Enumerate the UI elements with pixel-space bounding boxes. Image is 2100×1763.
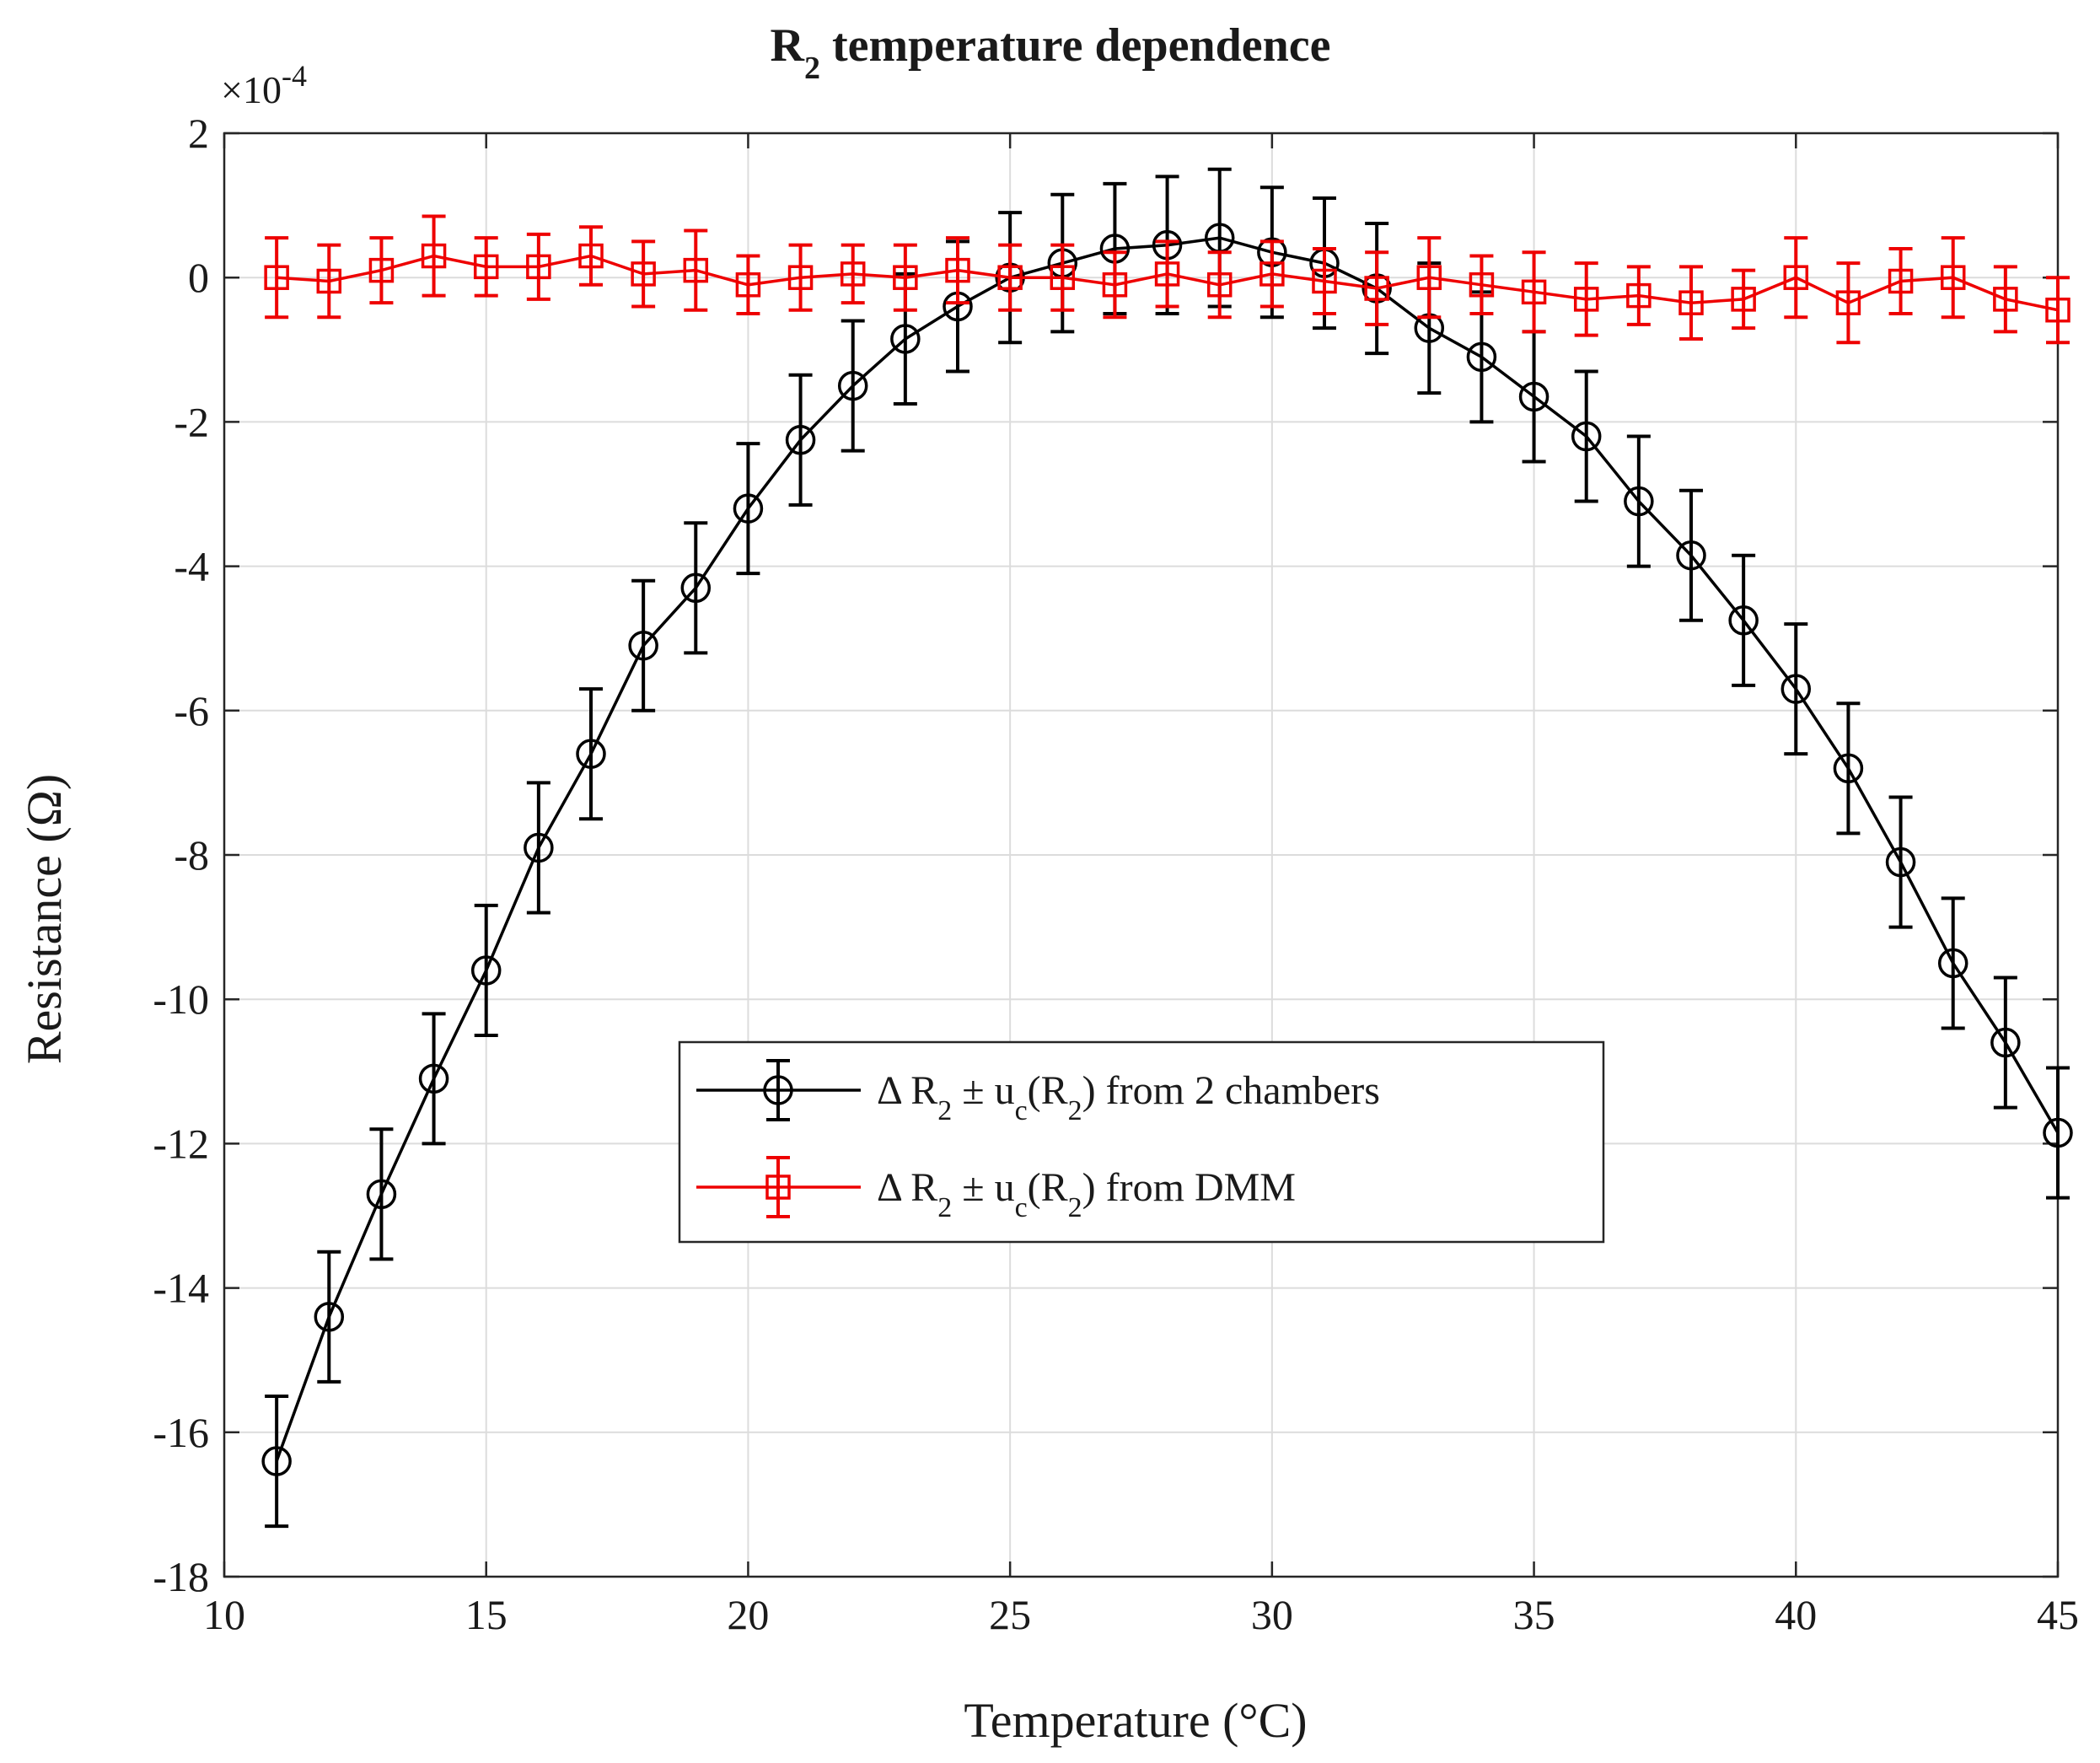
y-tick-label: -16 — [153, 1409, 209, 1456]
chart-title: R2 temperature dependence — [771, 19, 1331, 86]
x-tick-label: 35 — [1513, 1591, 1555, 1638]
data-point-square — [631, 261, 656, 287]
data-point-square — [1050, 265, 1076, 290]
data-point-circle — [366, 1179, 397, 1210]
data-point-circle — [680, 572, 712, 604]
data-point-square — [473, 254, 499, 280]
data-point-circle — [524, 832, 554, 863]
y-axis-label: Resistance (Ω) — [17, 774, 72, 1064]
data-point-square — [316, 268, 342, 294]
data-point-square — [997, 265, 1023, 290]
y-tick-label: 0 — [188, 254, 209, 301]
x-tick-label: 10 — [203, 1591, 245, 1638]
series-black-circles — [261, 167, 2073, 1529]
x-tick-label: 45 — [2037, 1591, 2079, 1638]
data-point-square — [264, 265, 289, 290]
y-tick-label: -6 — [174, 687, 209, 734]
data-point-circle — [470, 955, 502, 986]
legend-marker-circle — [763, 1075, 793, 1105]
y-axis-multiplier: ×10-4 — [221, 59, 307, 111]
data-point-circle — [1676, 540, 1706, 571]
data-point-circle — [733, 493, 764, 524]
axis-ticks: 10 15 20 25 30 35 40 4520-2-4-6-8-10-12-14-16-1… — [153, 110, 2079, 1638]
y-tick-label: -4 — [174, 543, 209, 590]
data-point-square — [1573, 287, 1599, 312]
data-point-circle — [1728, 605, 1759, 636]
data-point-circle — [837, 370, 868, 401]
data-point-square — [421, 243, 447, 269]
data-point-square — [1783, 265, 1809, 290]
y-tick-label: -14 — [153, 1265, 209, 1312]
legend-entry-black-series: Δ R2 ± uc(R2) from 2 chambers — [696, 1059, 1380, 1126]
x-tick-label: 25 — [989, 1591, 1031, 1638]
data-point-square — [368, 257, 395, 283]
data-point-square — [1312, 268, 1337, 294]
data-point-square — [1206, 272, 1233, 298]
data-point-circle — [1885, 847, 1916, 878]
data-point-circle — [261, 1446, 292, 1476]
legend-marker-square — [765, 1174, 791, 1200]
data-point-square — [1731, 287, 1756, 312]
x-axis-label: Temperature (°C) — [964, 1693, 1307, 1748]
data-point-square — [1102, 272, 1128, 298]
data-point-circle — [1466, 341, 1497, 373]
data-point-circle — [2043, 1117, 2073, 1148]
legend-entry-red-series: Δ R2 ± uc(R2) from DMM — [696, 1156, 1296, 1223]
x-tick-label: 20 — [727, 1591, 769, 1638]
data-point-circle — [418, 1063, 449, 1094]
x-tick-label: 15 — [465, 1591, 508, 1638]
data-point-square — [945, 257, 970, 283]
data-point-circle — [1990, 1027, 2021, 1058]
data-point-square — [1678, 290, 1704, 315]
legend-label-red: Δ R2 ± uc(R2) from DMM — [877, 1165, 1296, 1223]
x-tick-label: 40 — [1775, 1591, 1817, 1638]
data-point-square — [578, 243, 604, 269]
data-point-square — [2045, 297, 2070, 323]
data-point-square — [893, 265, 918, 290]
data-point-square — [1521, 279, 1547, 305]
data-point-square — [1888, 268, 1914, 294]
data-point-circle — [628, 631, 658, 661]
data-point-square — [683, 257, 709, 283]
data-point-circle — [1624, 486, 1654, 517]
data-point-circle — [1937, 948, 1968, 979]
y-tick-label: 2 — [188, 110, 209, 157]
legend-box — [678, 1040, 1605, 1244]
data-point-circle — [314, 1302, 345, 1332]
y-tick-label: -18 — [153, 1553, 209, 1600]
y-tick-label: -8 — [174, 831, 209, 879]
data-point-square — [1626, 282, 1652, 309]
data-point-square — [1835, 290, 1861, 315]
data-point-square — [840, 261, 866, 287]
data-point-circle — [1571, 421, 1602, 452]
legend: Δ R2 ± uc(R2) from 2 chambers Δ R2 ± uc(… — [678, 1040, 1605, 1244]
data-point-square — [1259, 261, 1285, 287]
y-tick-label: -10 — [153, 976, 209, 1023]
data-point-square — [1416, 265, 1442, 290]
data-point-square — [1154, 261, 1180, 287]
data-point-square — [1469, 272, 1495, 298]
data-point-circle — [1833, 753, 1864, 784]
data-point-circle — [576, 739, 606, 769]
legend-label-black: Δ R2 ± uc(R2) from 2 chambers — [877, 1068, 1380, 1126]
y-tick-label: -2 — [174, 398, 209, 445]
data-point-square — [735, 272, 761, 298]
x-tick-label: 30 — [1251, 1591, 1293, 1638]
y-tick-label: -12 — [153, 1120, 209, 1167]
data-point-square — [1364, 276, 1389, 301]
data-point-circle — [1518, 381, 1549, 412]
series-layer — [261, 167, 2073, 1529]
series-red-squares — [264, 214, 2070, 345]
data-point-square — [1993, 287, 2018, 312]
data-point-circle — [1780, 674, 1812, 704]
data-point-circle — [785, 425, 816, 455]
data-point-square — [787, 265, 814, 290]
data-point-square — [526, 254, 551, 280]
data-point-square — [1940, 265, 1966, 290]
data-point-circle — [890, 324, 921, 354]
